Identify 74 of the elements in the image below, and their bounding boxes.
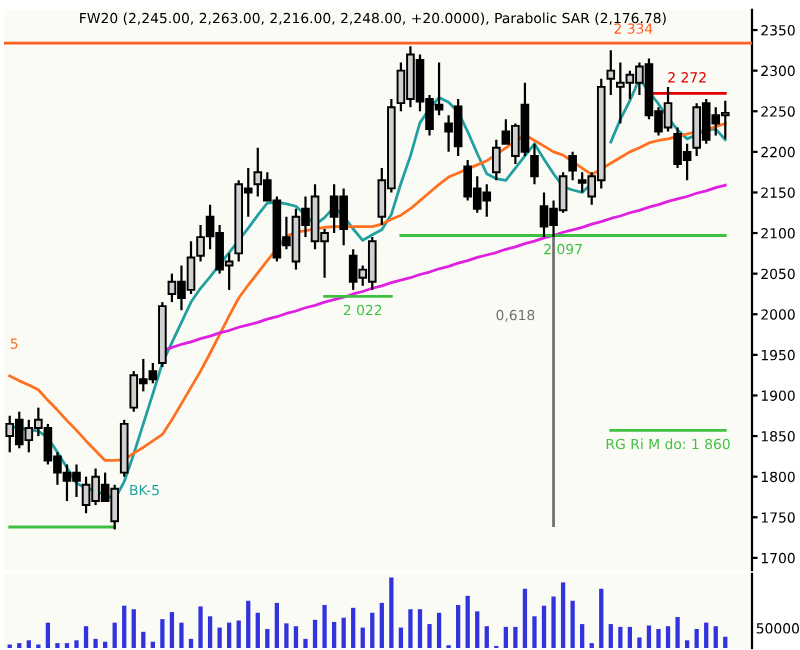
bar (303, 638, 308, 649)
bar (694, 629, 699, 649)
bar (627, 626, 633, 649)
bar (179, 622, 184, 649)
bar (618, 626, 623, 649)
bar (284, 623, 289, 649)
bar (188, 638, 194, 649)
bar (436, 612, 442, 649)
bar (608, 624, 613, 649)
bar (312, 619, 318, 649)
bar (398, 627, 404, 649)
bar (599, 588, 604, 649)
bar (341, 617, 346, 649)
bar (74, 640, 79, 649)
bar (141, 631, 146, 649)
bar (246, 600, 251, 649)
bar (665, 626, 671, 649)
bar (503, 626, 508, 649)
bar (456, 605, 461, 649)
bar (45, 622, 51, 649)
bar (465, 595, 470, 649)
bar (532, 616, 537, 649)
candlestick (492, 138, 501, 182)
bar (112, 622, 117, 649)
bar (274, 602, 280, 649)
bar (370, 612, 375, 649)
bar (83, 626, 89, 649)
bar (389, 577, 394, 649)
candlestick (568, 150, 577, 182)
bar (131, 609, 136, 649)
bar (169, 612, 175, 649)
bar (227, 622, 232, 649)
candlestick (530, 142, 539, 186)
bar (331, 621, 337, 649)
bar (322, 605, 327, 649)
bar (675, 617, 680, 649)
candlestick (606, 49, 616, 97)
bar (704, 622, 709, 649)
bar (122, 605, 127, 649)
bar (360, 627, 365, 649)
bar (408, 609, 413, 649)
bar (646, 625, 652, 649)
bar (656, 629, 661, 649)
bar (93, 638, 98, 649)
bar (475, 611, 480, 649)
bar (637, 637, 642, 649)
bar (17, 643, 22, 649)
bar (522, 588, 528, 649)
bar (55, 643, 60, 649)
bar (236, 620, 241, 649)
bar (26, 640, 31, 649)
bar (589, 643, 594, 649)
bar (580, 624, 585, 649)
bar (570, 600, 575, 649)
bar (484, 626, 489, 649)
bar (160, 619, 165, 649)
bar (541, 605, 547, 649)
bar (265, 629, 270, 649)
bar (723, 636, 728, 649)
bar (427, 624, 432, 649)
bar (417, 609, 423, 649)
bar (207, 616, 213, 649)
bar (255, 612, 260, 649)
bar (351, 607, 356, 649)
bar (713, 626, 718, 649)
bar (560, 582, 566, 649)
bar (293, 626, 299, 649)
bar (551, 596, 556, 649)
bar (198, 606, 203, 649)
bar (217, 627, 222, 649)
bar (379, 602, 384, 649)
bar (513, 626, 518, 649)
bar (684, 640, 690, 649)
bar (64, 643, 70, 649)
